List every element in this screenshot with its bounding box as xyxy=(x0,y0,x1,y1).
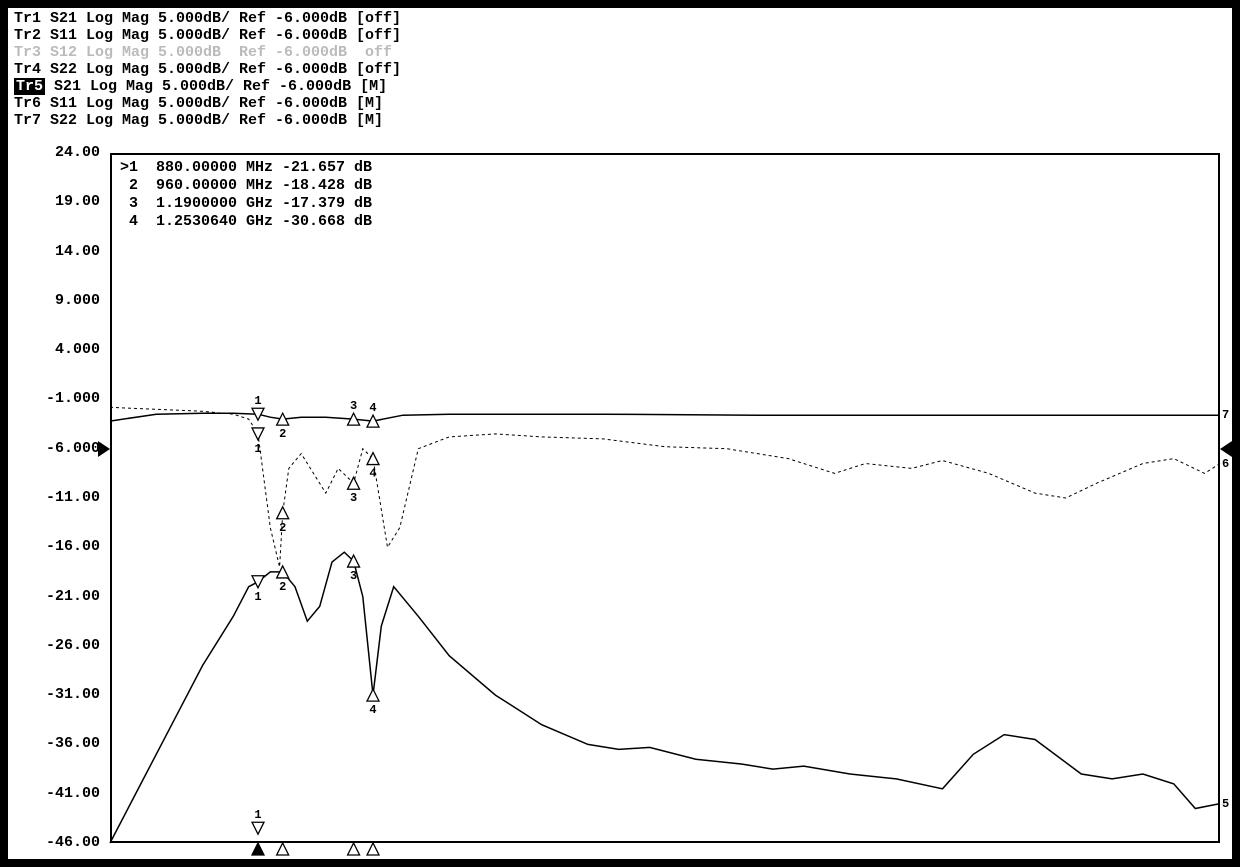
svg-text:4: 4 xyxy=(369,401,376,415)
svg-text:4: 4 xyxy=(369,703,376,717)
svg-text:4: 4 xyxy=(369,467,376,481)
chart-canvas: 1234123412341 xyxy=(8,8,1240,847)
marker-2-icon: 2 xyxy=(277,566,289,594)
svg-text:2: 2 xyxy=(279,427,286,441)
xaxis-marker-row xyxy=(8,843,1224,863)
xaxis-marker-2-icon[interactable] xyxy=(277,843,289,855)
trace-end-label: 5 xyxy=(1222,797,1229,811)
svg-text:3: 3 xyxy=(350,569,357,583)
trace-end-label: 7 xyxy=(1222,408,1229,422)
svg-text:1: 1 xyxy=(254,442,261,456)
xaxis-marker-1-icon[interactable] xyxy=(252,843,264,855)
svg-text:2: 2 xyxy=(279,580,286,594)
marker-4-icon: 4 xyxy=(367,689,379,717)
marker-4-icon: 4 xyxy=(367,453,379,481)
marker-1-icon: 1 xyxy=(252,576,264,604)
xaxis-marker-3-icon[interactable] xyxy=(348,843,360,855)
svg-text:1: 1 xyxy=(254,394,261,408)
trace-S11-mid xyxy=(110,407,1220,567)
marker-2-icon: 2 xyxy=(277,507,289,535)
marker-1-icon: 1 xyxy=(252,428,264,456)
svg-text:3: 3 xyxy=(350,399,357,413)
marker-4-icon: 4 xyxy=(367,401,379,427)
marker-3-icon: 3 xyxy=(348,477,360,505)
trace-end-label: 6 xyxy=(1222,457,1229,471)
trace-S22-top xyxy=(110,413,1220,421)
svg-text:1: 1 xyxy=(254,590,261,604)
marker-1-icon: 1 xyxy=(252,394,264,420)
svg-text:1: 1 xyxy=(254,808,261,822)
analyzer-frame: Tr1 S21 Log Mag 5.000dB/ Ref -6.000dB [o… xyxy=(8,8,1232,859)
svg-text:2: 2 xyxy=(279,521,286,535)
marker-2-icon: 2 xyxy=(277,413,289,441)
marker-3-icon: 3 xyxy=(348,399,360,425)
marker-1-icon: 1 xyxy=(252,808,264,834)
trace-S21-bottom xyxy=(110,552,1220,843)
svg-text:3: 3 xyxy=(350,491,357,505)
xaxis-marker-4-icon[interactable] xyxy=(367,843,379,855)
